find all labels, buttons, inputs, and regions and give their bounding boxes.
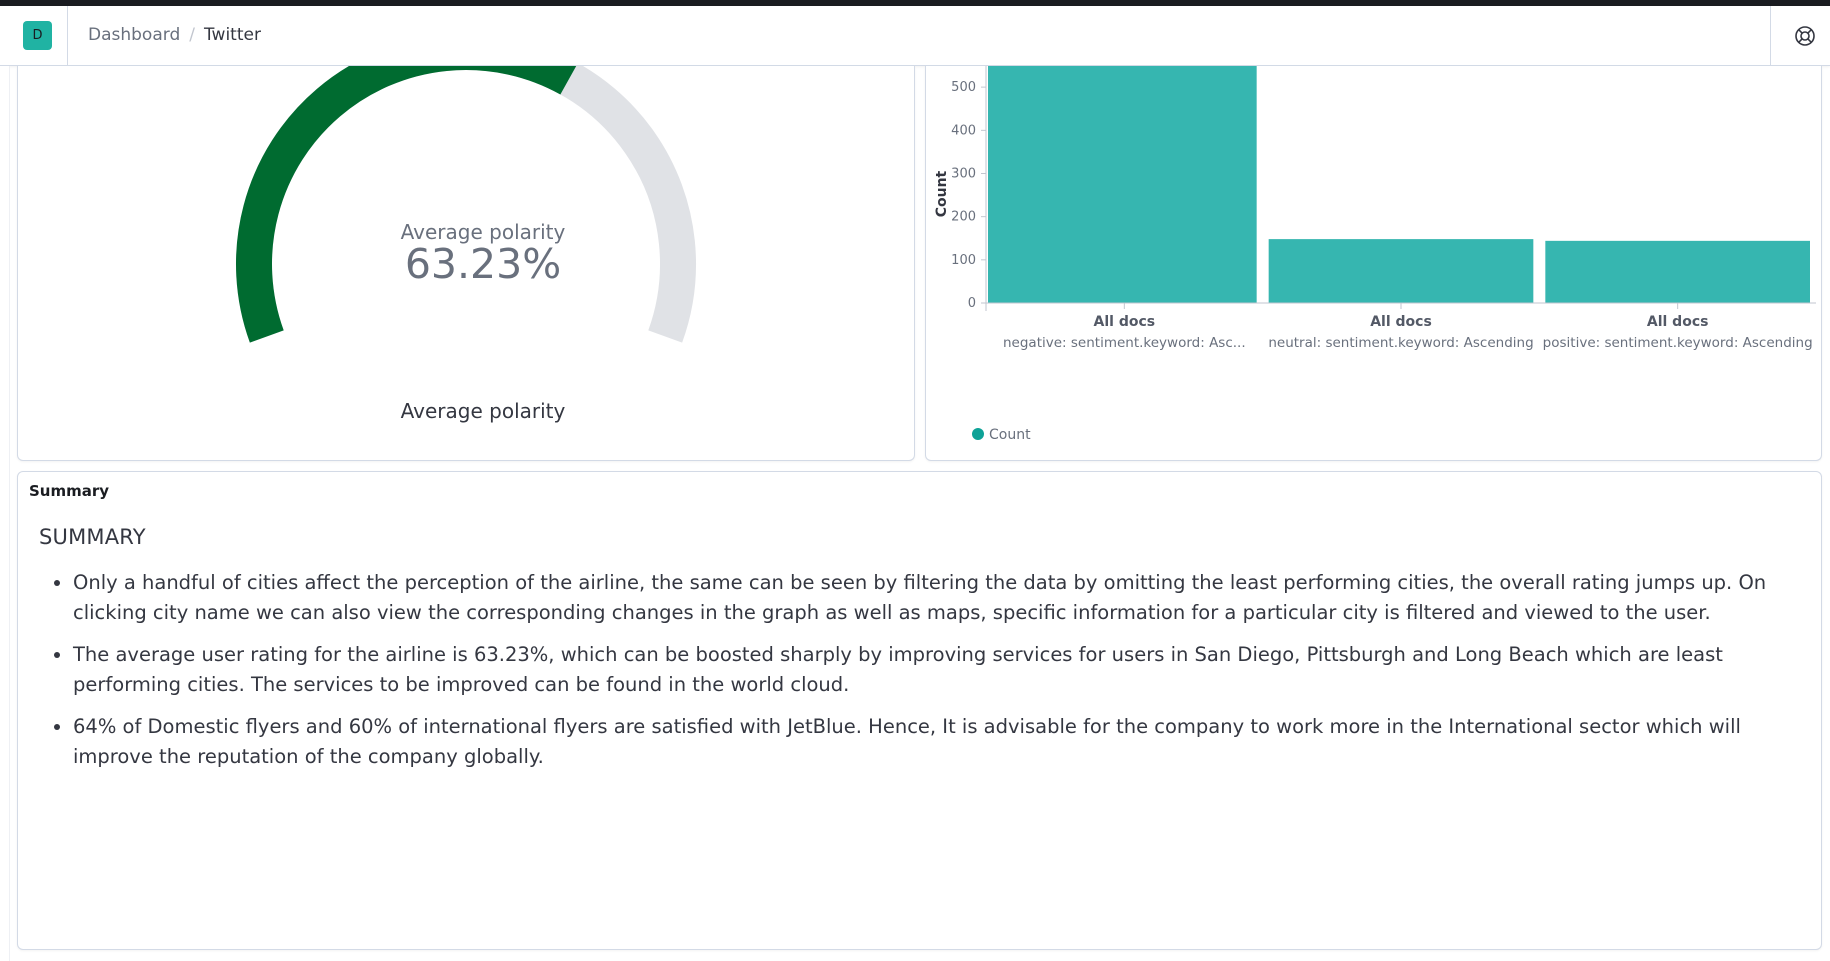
y-tick-label: 500 bbox=[951, 80, 976, 95]
x-tick-sublabel: negative: sentiment.keyword: Asc... bbox=[1003, 335, 1246, 351]
y-tick-label: 400 bbox=[951, 123, 976, 138]
x-tick-label: All docs bbox=[1647, 314, 1709, 330]
gauge-metric-label: Average polarity bbox=[400, 220, 566, 244]
header-divider-right bbox=[1770, 6, 1771, 66]
space-avatar[interactable]: D bbox=[23, 21, 52, 50]
list-item: 64% of Domestic flyers and 60% of intern… bbox=[73, 712, 1813, 772]
gauge-caption: Average polarity bbox=[400, 399, 566, 423]
legend-count-swatch bbox=[972, 428, 984, 440]
gauge-fill bbox=[236, 66, 577, 343]
gauge-metric-value: 63.23% bbox=[404, 240, 562, 288]
panel-title: Summary bbox=[29, 482, 110, 500]
left-rail bbox=[0, 66, 10, 961]
list-item: The average user rating for the airline … bbox=[73, 640, 1813, 700]
header-divider bbox=[67, 6, 68, 66]
y-tick-label: 300 bbox=[951, 167, 976, 182]
y-tick-label: 100 bbox=[951, 253, 976, 268]
legend-count-label[interactable]: Count bbox=[989, 427, 1031, 443]
summary-heading: SUMMARY bbox=[39, 525, 146, 549]
breadcrumb-separator: / bbox=[189, 25, 195, 45]
bar-series bbox=[988, 66, 1810, 303]
x-axis: All docs negative: sentiment.keyword: Asc… bbox=[986, 302, 1816, 351]
bar-chart-panel: 0 100 200 300 400 500 All docs negative: senti… bbox=[925, 66, 1822, 461]
breadcrumb-twitter: Twitter bbox=[203, 25, 261, 45]
help-lifebuoy-icon[interactable] bbox=[1794, 25, 1816, 47]
list-item: Only a handful of cities affect the perc… bbox=[73, 568, 1813, 628]
gauge-panel: Average polarity 63.23% Average polarity bbox=[17, 66, 915, 461]
y-tick-label: 200 bbox=[951, 210, 976, 225]
bar-chart: 0 100 200 300 400 500 All docs negative: senti… bbox=[934, 66, 1816, 443]
y-axis: 0 100 200 300 400 500 bbox=[951, 66, 987, 311]
x-tick-sublabel: neutral: sentiment.keyword: Ascending bbox=[1268, 335, 1533, 351]
breadcrumb-dashboard[interactable]: Dashboard bbox=[88, 25, 181, 45]
app-header: D Dashboard / Twitter bbox=[0, 6, 1830, 66]
summary-list: Only a handful of cities affect the perc… bbox=[73, 568, 1813, 784]
breadcrumb: Dashboard / Twitter bbox=[88, 25, 261, 45]
y-tick-label: 0 bbox=[968, 296, 976, 311]
bar[interactable] bbox=[1268, 239, 1534, 303]
y-axis-label: Count bbox=[934, 170, 950, 217]
bar[interactable] bbox=[988, 66, 1257, 303]
x-tick-label: All docs bbox=[1370, 314, 1432, 330]
legend[interactable]: Count bbox=[972, 427, 1031, 443]
x-tick-label: All docs bbox=[1094, 314, 1156, 330]
summary-panel: Summary SUMMARY Only a handful of cities… bbox=[17, 471, 1822, 950]
top-stripe bbox=[0, 0, 1830, 6]
x-tick-sublabel: positive: sentiment.keyword: Ascending bbox=[1543, 335, 1813, 351]
bar[interactable] bbox=[1545, 240, 1810, 303]
gauge-chart bbox=[236, 66, 696, 343]
